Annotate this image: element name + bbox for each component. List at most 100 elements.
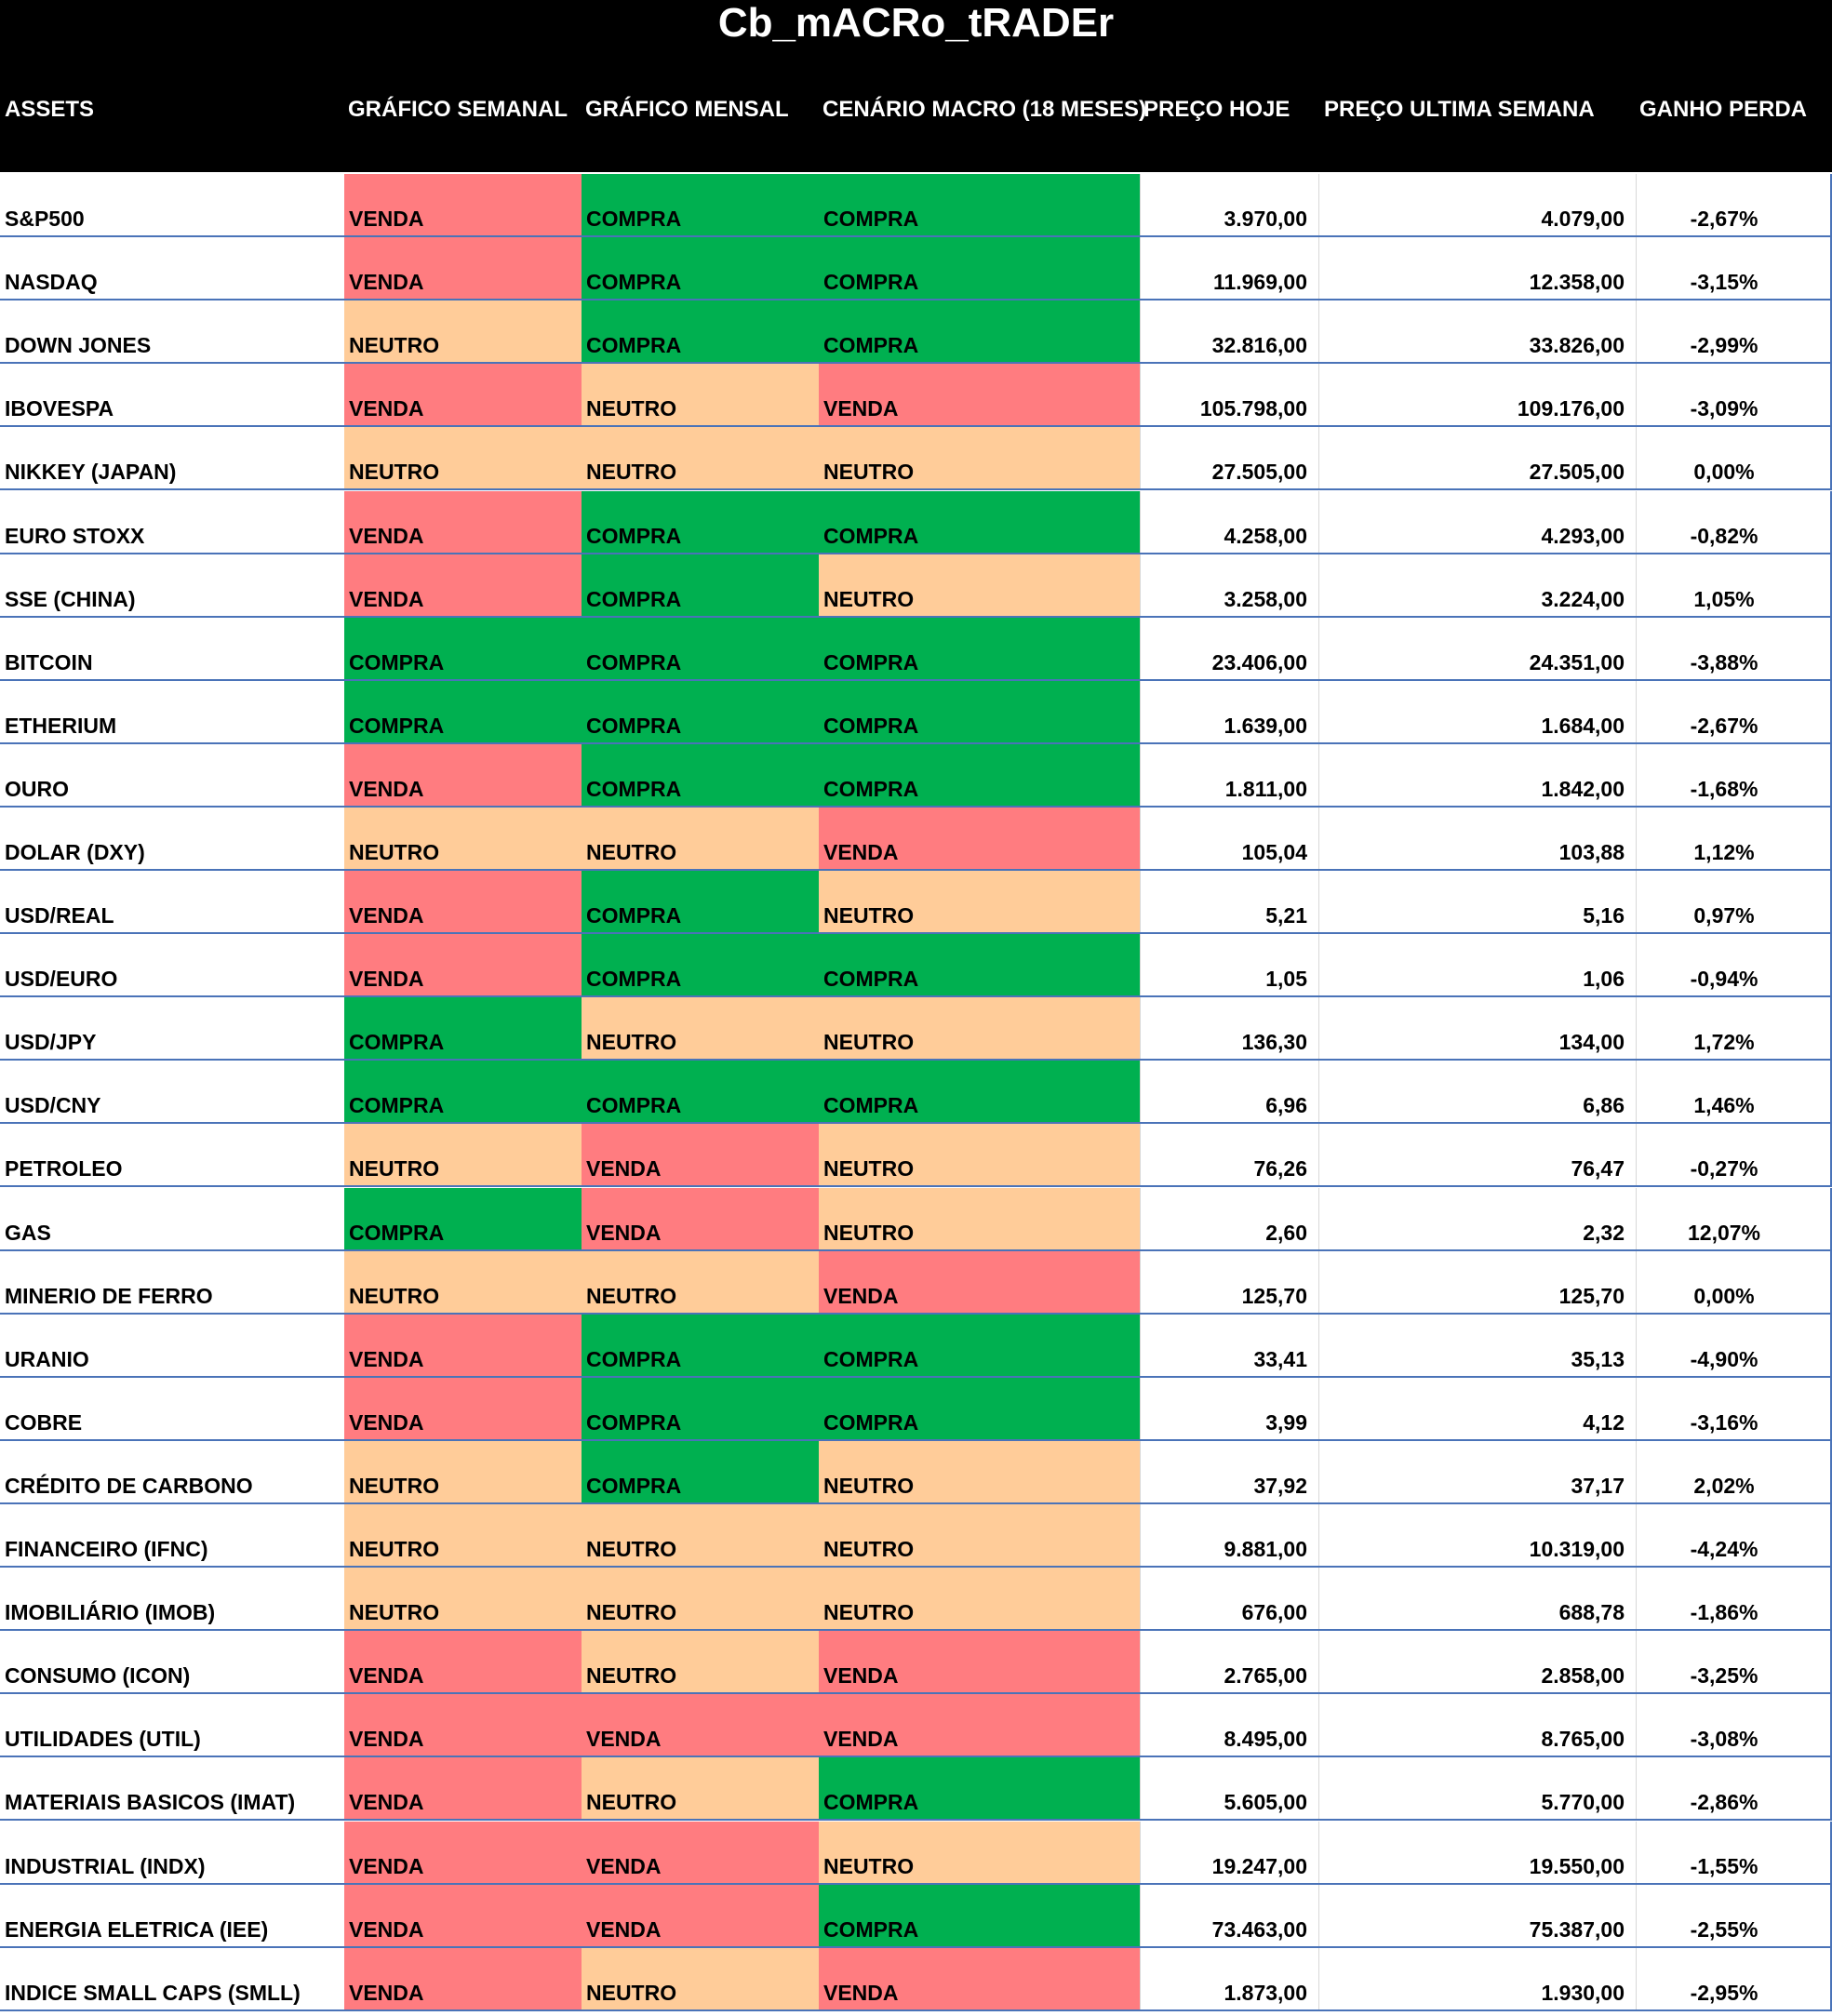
preco-ultima-semana-cell: 688,78: [1318, 1568, 1636, 1629]
ganho-perda-cell: -3,88%: [1636, 618, 1832, 679]
preco-ultima-semana-cell: 37,17: [1318, 1441, 1636, 1502]
table-row: BITCOIN COMPRA COMPRA COMPRA 23.406,00 24.351…: [0, 618, 1832, 681]
grafico-semanal-cell: COMPRA: [344, 997, 582, 1059]
header-preco-hoje: PREÇO HOJE: [1143, 96, 1290, 122]
asset-cell: SSE (CHINA): [0, 554, 344, 616]
grafico-semanal-cell: VENDA: [344, 1315, 582, 1376]
grafico-semanal-cell: VENDA: [344, 1822, 582, 1883]
preco-ultima-semana-cell: 134,00: [1318, 997, 1636, 1059]
table-row: CONSUMO (ICON) VENDA NEUTRO VENDA 2.765,00 2.…: [0, 1631, 1832, 1694]
preco-ultima-semana-cell: 5.770,00: [1318, 1757, 1636, 1819]
ganho-perda-cell: -3,25%: [1636, 1631, 1832, 1692]
cenario-macro-cell: NEUTRO: [819, 871, 1140, 932]
grafico-mensal-cell: COMPRA: [582, 1315, 819, 1376]
preco-hoje-cell: 33,41: [1140, 1315, 1318, 1376]
ganho-perda-cell: 1,72%: [1636, 997, 1832, 1059]
grafico-mensal-cell: COMPRA: [582, 744, 819, 806]
header-preco-ultima-semana: PREÇO ULTIMA SEMANA: [1324, 96, 1595, 122]
preco-hoje-cell: 1,05: [1140, 934, 1318, 995]
grafico-semanal-cell: VENDA: [344, 1948, 582, 2009]
ganho-perda-cell: 0,00%: [1636, 1251, 1832, 1313]
ganho-perda-cell: 1,12%: [1636, 808, 1832, 869]
grafico-semanal-cell: VENDA: [344, 364, 582, 425]
table-row: URANIO VENDA COMPRA COMPRA 33,41 35,13 -4,90%: [0, 1315, 1832, 1378]
cenario-macro-cell: COMPRA: [819, 744, 1140, 806]
grafico-semanal-cell: COMPRA: [344, 681, 582, 742]
grafico-mensal-cell: NEUTRO: [582, 1948, 819, 2009]
preco-ultima-semana-cell: 6,86: [1318, 1061, 1636, 1122]
ganho-perda-cell: -0,82%: [1636, 491, 1832, 553]
ganho-perda-cell: -2,67%: [1636, 681, 1832, 742]
preco-hoje-cell: 5.605,00: [1140, 1757, 1318, 1819]
table-row: IBOVESPA VENDA NEUTRO VENDA 105.798,00 109.17…: [0, 364, 1832, 427]
grafico-semanal-cell: VENDA: [344, 554, 582, 616]
ganho-perda-cell: -2,55%: [1636, 1885, 1832, 1946]
header-grafico-semanal: GRÁFICO SEMANAL: [348, 96, 568, 122]
ganho-perda-cell: -3,15%: [1636, 237, 1832, 299]
cenario-macro-cell: VENDA: [819, 1948, 1140, 2009]
ganho-perda-cell: 1,05%: [1636, 554, 1832, 616]
cenario-macro-cell: VENDA: [819, 1631, 1140, 1692]
preco-hoje-cell: 3.970,00: [1140, 174, 1318, 235]
grafico-mensal-cell: COMPRA: [582, 1061, 819, 1122]
cenario-macro-cell: COMPRA: [819, 681, 1140, 742]
asset-cell: IMOBILIÁRIO (IMOB): [0, 1568, 344, 1629]
ganho-perda-cell: -0,94%: [1636, 934, 1832, 995]
grafico-semanal-cell: NEUTRO: [344, 1504, 582, 1566]
table-row: GAS COMPRA VENDA NEUTRO 2,60 2,32 12,07%: [0, 1188, 1832, 1251]
grafico-semanal-cell: VENDA: [344, 1694, 582, 1756]
preco-hoje-cell: 2.765,00: [1140, 1631, 1318, 1692]
grafico-semanal-cell: VENDA: [344, 1885, 582, 1946]
cenario-macro-cell: NEUTRO: [819, 1822, 1140, 1883]
ganho-perda-cell: 12,07%: [1636, 1188, 1832, 1249]
ganho-perda-cell: -4,90%: [1636, 1315, 1832, 1376]
cenario-macro-cell: NEUTRO: [819, 997, 1140, 1059]
ganho-perda-cell: 2,02%: [1636, 1441, 1832, 1502]
preco-hoje-cell: 37,92: [1140, 1441, 1318, 1502]
preco-ultima-semana-cell: 1.842,00: [1318, 744, 1636, 806]
preco-hoje-cell: 105,04: [1140, 808, 1318, 869]
preco-hoje-cell: 1.873,00: [1140, 1948, 1318, 2009]
preco-hoje-cell: 676,00: [1140, 1568, 1318, 1629]
cenario-macro-cell: NEUTRO: [819, 427, 1140, 488]
table-header: ASSETS GRÁFICO SEMANAL GRÁFICO MENSAL CE…: [0, 47, 1832, 172]
ganho-perda-cell: -1,68%: [1636, 744, 1832, 806]
preco-ultima-semana-cell: 76,47: [1318, 1124, 1636, 1185]
page-title: Cb_mACRo_tRADEr: [0, 0, 1832, 47]
asset-cell: URANIO: [0, 1315, 344, 1376]
preco-hoje-cell: 76,26: [1140, 1124, 1318, 1185]
cenario-macro-cell: NEUTRO: [819, 554, 1140, 616]
ganho-perda-cell: -3,16%: [1636, 1378, 1832, 1439]
ganho-perda-cell: -2,95%: [1636, 1948, 1832, 2009]
table-row: NIKKEY (JAPAN) NEUTRO NEUTRO NEUTRO 27.505,0…: [0, 427, 1832, 490]
cenario-macro-cell: NEUTRO: [819, 1188, 1140, 1249]
asset-cell: USD/CNY: [0, 1061, 344, 1122]
grafico-semanal-cell: COMPRA: [344, 1061, 582, 1122]
grafico-mensal-cell: NEUTRO: [582, 1504, 819, 1566]
preco-ultima-semana-cell: 33.826,00: [1318, 300, 1636, 362]
ganho-perda-cell: 0,97%: [1636, 871, 1832, 932]
cenario-macro-cell: COMPRA: [819, 1315, 1140, 1376]
cenario-macro-cell: COMPRA: [819, 618, 1140, 679]
preco-hoje-cell: 2,60: [1140, 1188, 1318, 1249]
asset-cell: USD/REAL: [0, 871, 344, 932]
table-row: INDICE SMALL CAPS (SMLL) VENDA NEUTRO VENDA…: [0, 1948, 1832, 2011]
asset-cell: DOWN JONES: [0, 300, 344, 362]
grafico-semanal-cell: NEUTRO: [344, 1251, 582, 1313]
grafico-semanal-cell: VENDA: [344, 871, 582, 932]
grafico-semanal-cell: VENDA: [344, 174, 582, 235]
table-row: FINANCEIRO (IFNC) NEUTRO NEUTRO NEUTRO 9.881…: [0, 1504, 1832, 1568]
preco-hoje-cell: 4.258,00: [1140, 491, 1318, 553]
grafico-mensal-cell: VENDA: [582, 1822, 819, 1883]
ganho-perda-cell: -2,99%: [1636, 300, 1832, 362]
grafico-mensal-cell: NEUTRO: [582, 1568, 819, 1629]
cenario-macro-cell: VENDA: [819, 1694, 1140, 1756]
preco-hoje-cell: 136,30: [1140, 997, 1318, 1059]
grafico-mensal-cell: COMPRA: [582, 237, 819, 299]
table-row: ENERGIA ELETRICA (IEE) VENDA VENDA COMPRA 73…: [0, 1885, 1832, 1948]
ganho-perda-cell: 1,46%: [1636, 1061, 1832, 1122]
preco-hoje-cell: 73.463,00: [1140, 1885, 1318, 1946]
table-row: OURO VENDA COMPRA COMPRA 1.811,00 1.842,00 -1,…: [0, 744, 1832, 808]
table-row: MINERIO DE FERRO NEUTRO NEUTRO VENDA 125,70 1…: [0, 1251, 1832, 1315]
grafico-mensal-cell: NEUTRO: [582, 1757, 819, 1819]
